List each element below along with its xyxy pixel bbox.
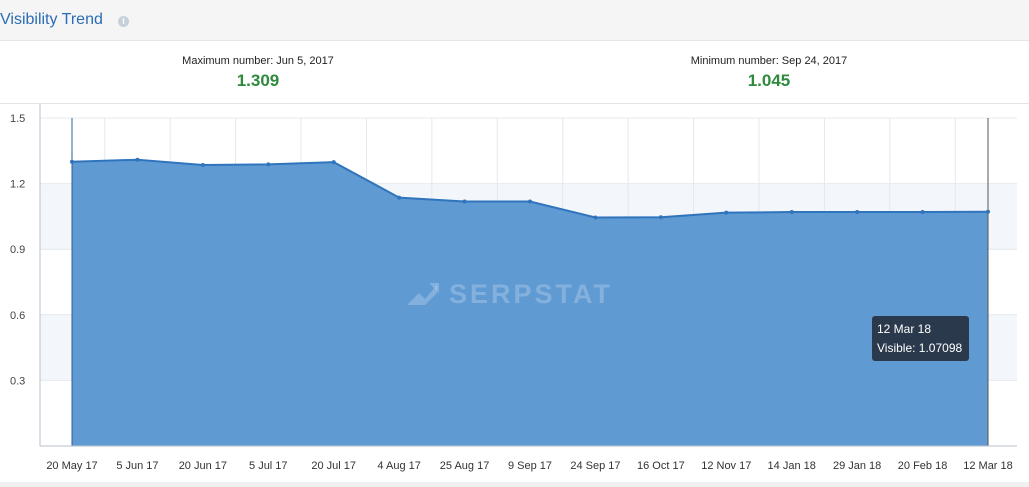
x-tick-label: 12 Mar 18: [963, 460, 1013, 472]
minimum-stat: Minimum number: Sep 24, 2017 1.045: [619, 54, 919, 91]
x-tick-label: 4 Aug 17: [377, 460, 420, 472]
data-point: [920, 210, 925, 215]
minimum-label: Minimum number: Sep 24, 2017: [690, 55, 848, 67]
data-point: [986, 209, 990, 214]
maximum-label: Maximum number: Jun 5, 2017: [182, 55, 334, 67]
tooltip-date: 12 Mar 18: [877, 322, 932, 336]
x-tick-label: 20 Jul 17: [311, 460, 356, 472]
x-tick-label: 5 Jul 17: [249, 460, 288, 472]
data-point: [331, 160, 336, 165]
data-point: [855, 210, 860, 215]
divider: [0, 103, 1029, 104]
info-icon[interactable]: i: [118, 16, 129, 27]
data-point: [266, 162, 271, 167]
x-tick-label: 25 Aug 17: [440, 460, 490, 472]
chart-header: Visibility Trend i: [0, 0, 1029, 41]
visibility-area-chart[interactable]: 0.3 0.6 0.9 1.2 1.5 20 May 17 5 Jun 17 20 Jun 1…: [0, 104, 1029, 480]
x-tick-label: 16 Oct 17: [637, 460, 685, 472]
minimum-value: 1.045: [747, 71, 791, 90]
x-tick-label: 12 Nov 17: [701, 460, 751, 472]
watermark-text: SERPSTAT: [449, 279, 614, 309]
x-tick-label: 20 Feb 18: [898, 460, 948, 472]
x-tick-label: 29 Jan 18: [833, 460, 881, 472]
serpstat-logo-icon: [407, 283, 439, 305]
data-point: [593, 215, 598, 220]
data-point: [397, 195, 402, 200]
x-tick-label: 24 Sep 17: [570, 460, 620, 472]
chart-tooltip: 12 Mar 18 Visible: 1.07098: [872, 316, 969, 361]
x-tick-label: 9 Sep 17: [508, 460, 552, 472]
y-tick-label: 1.5: [10, 113, 25, 125]
x-tick-label: 14 Jan 18: [768, 460, 816, 472]
serpstat-watermark: SERPSTAT: [405, 279, 610, 309]
visibility-area: [72, 159, 988, 447]
y-tick-label: 0.6: [10, 310, 25, 322]
data-point: [462, 199, 467, 204]
tooltip-value: Visible: 1.07098: [877, 341, 963, 355]
data-point: [200, 163, 205, 168]
data-point: [70, 159, 74, 164]
data-point: [658, 215, 663, 220]
maximum-stat: Maximum number: Jun 5, 2017 1.309: [108, 54, 408, 91]
data-point: [135, 157, 140, 162]
y-tick-label: 1.2: [10, 179, 25, 191]
y-tick-label: 0.3: [10, 375, 25, 387]
chart-title: Visibility Trend: [0, 11, 103, 28]
x-tick-label: 20 Jun 17: [179, 460, 227, 472]
x-tick-label: 20 May 17: [46, 460, 97, 472]
data-point: [724, 210, 729, 215]
data-point: [789, 210, 794, 215]
bottom-border: [0, 482, 1029, 487]
x-tick-label: 5 Jun 17: [116, 460, 158, 472]
data-point: [528, 199, 532, 204]
maximum-value: 1.309: [236, 71, 280, 90]
y-tick-label: 0.9: [10, 244, 25, 256]
